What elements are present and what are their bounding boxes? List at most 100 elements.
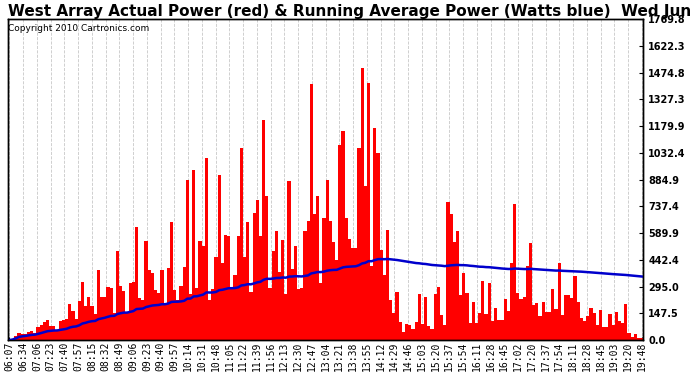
Bar: [558, 263, 561, 340]
Bar: [313, 214, 316, 340]
Bar: [148, 270, 151, 340]
Bar: [237, 236, 240, 340]
Bar: [386, 231, 389, 340]
Bar: [157, 293, 160, 340]
Bar: [144, 241, 148, 340]
Bar: [230, 288, 233, 340]
Bar: [132, 282, 135, 340]
Bar: [640, 338, 643, 340]
Bar: [201, 246, 205, 340]
Bar: [634, 334, 637, 340]
Bar: [344, 217, 348, 340]
Bar: [256, 200, 259, 340]
Bar: [583, 321, 586, 340]
Bar: [335, 260, 338, 340]
Bar: [116, 251, 119, 340]
Bar: [199, 242, 201, 340]
Bar: [17, 333, 21, 340]
Bar: [290, 268, 294, 340]
Bar: [393, 313, 395, 340]
Bar: [357, 148, 361, 340]
Bar: [233, 275, 237, 340]
Bar: [167, 268, 170, 340]
Bar: [100, 297, 104, 340]
Bar: [294, 246, 297, 340]
Bar: [427, 326, 431, 340]
Bar: [160, 270, 164, 340]
Bar: [564, 295, 567, 340]
Bar: [615, 312, 618, 340]
Bar: [90, 306, 94, 340]
Bar: [395, 292, 399, 340]
Bar: [119, 286, 122, 340]
Bar: [46, 320, 49, 340]
Bar: [433, 294, 437, 340]
Bar: [43, 322, 46, 340]
Bar: [383, 275, 386, 340]
Bar: [319, 283, 322, 340]
Bar: [408, 324, 411, 340]
Bar: [491, 321, 494, 340]
Bar: [526, 266, 529, 340]
Bar: [443, 325, 446, 340]
Bar: [482, 280, 484, 340]
Bar: [268, 288, 272, 340]
Bar: [259, 236, 262, 340]
Bar: [621, 324, 624, 340]
Bar: [205, 158, 208, 340]
Bar: [500, 321, 504, 340]
Bar: [589, 308, 593, 340]
Bar: [306, 221, 310, 340]
Bar: [462, 273, 465, 340]
Bar: [516, 293, 520, 340]
Bar: [529, 243, 532, 340]
Bar: [437, 287, 440, 340]
Bar: [243, 256, 246, 340]
Bar: [431, 329, 433, 340]
Bar: [326, 180, 328, 340]
Bar: [170, 222, 173, 340]
Bar: [484, 314, 488, 340]
Text: West Array Actual Power (red) & Running Average Power (Watts blue)  Wed Jun 2 20: West Array Actual Power (red) & Running …: [8, 4, 690, 19]
Bar: [618, 321, 621, 340]
Bar: [112, 314, 116, 340]
Bar: [367, 82, 370, 340]
Bar: [532, 305, 535, 340]
Bar: [446, 202, 449, 340]
Bar: [595, 325, 599, 340]
Bar: [554, 309, 558, 340]
Bar: [611, 324, 615, 340]
Bar: [151, 273, 154, 340]
Bar: [411, 329, 415, 340]
Bar: [84, 306, 87, 340]
Bar: [304, 231, 306, 340]
Bar: [399, 322, 402, 340]
Bar: [183, 267, 186, 340]
Bar: [14, 336, 17, 340]
Bar: [211, 289, 215, 340]
Bar: [599, 310, 602, 340]
Text: Copyright 2010 Cartronics.com: Copyright 2010 Cartronics.com: [8, 24, 150, 33]
Bar: [456, 231, 459, 340]
Bar: [522, 297, 526, 340]
Bar: [567, 295, 570, 340]
Bar: [78, 301, 81, 340]
Bar: [221, 263, 224, 340]
Bar: [189, 294, 192, 340]
Bar: [33, 333, 37, 340]
Bar: [465, 294, 469, 340]
Bar: [126, 312, 128, 340]
Bar: [154, 290, 157, 340]
Bar: [389, 300, 393, 340]
Bar: [106, 286, 110, 340]
Bar: [272, 251, 275, 340]
Bar: [195, 288, 199, 340]
Bar: [342, 131, 344, 340]
Bar: [488, 283, 491, 340]
Bar: [224, 235, 227, 340]
Bar: [510, 263, 513, 340]
Bar: [11, 339, 14, 340]
Bar: [637, 338, 640, 340]
Bar: [141, 300, 144, 340]
Bar: [192, 170, 195, 340]
